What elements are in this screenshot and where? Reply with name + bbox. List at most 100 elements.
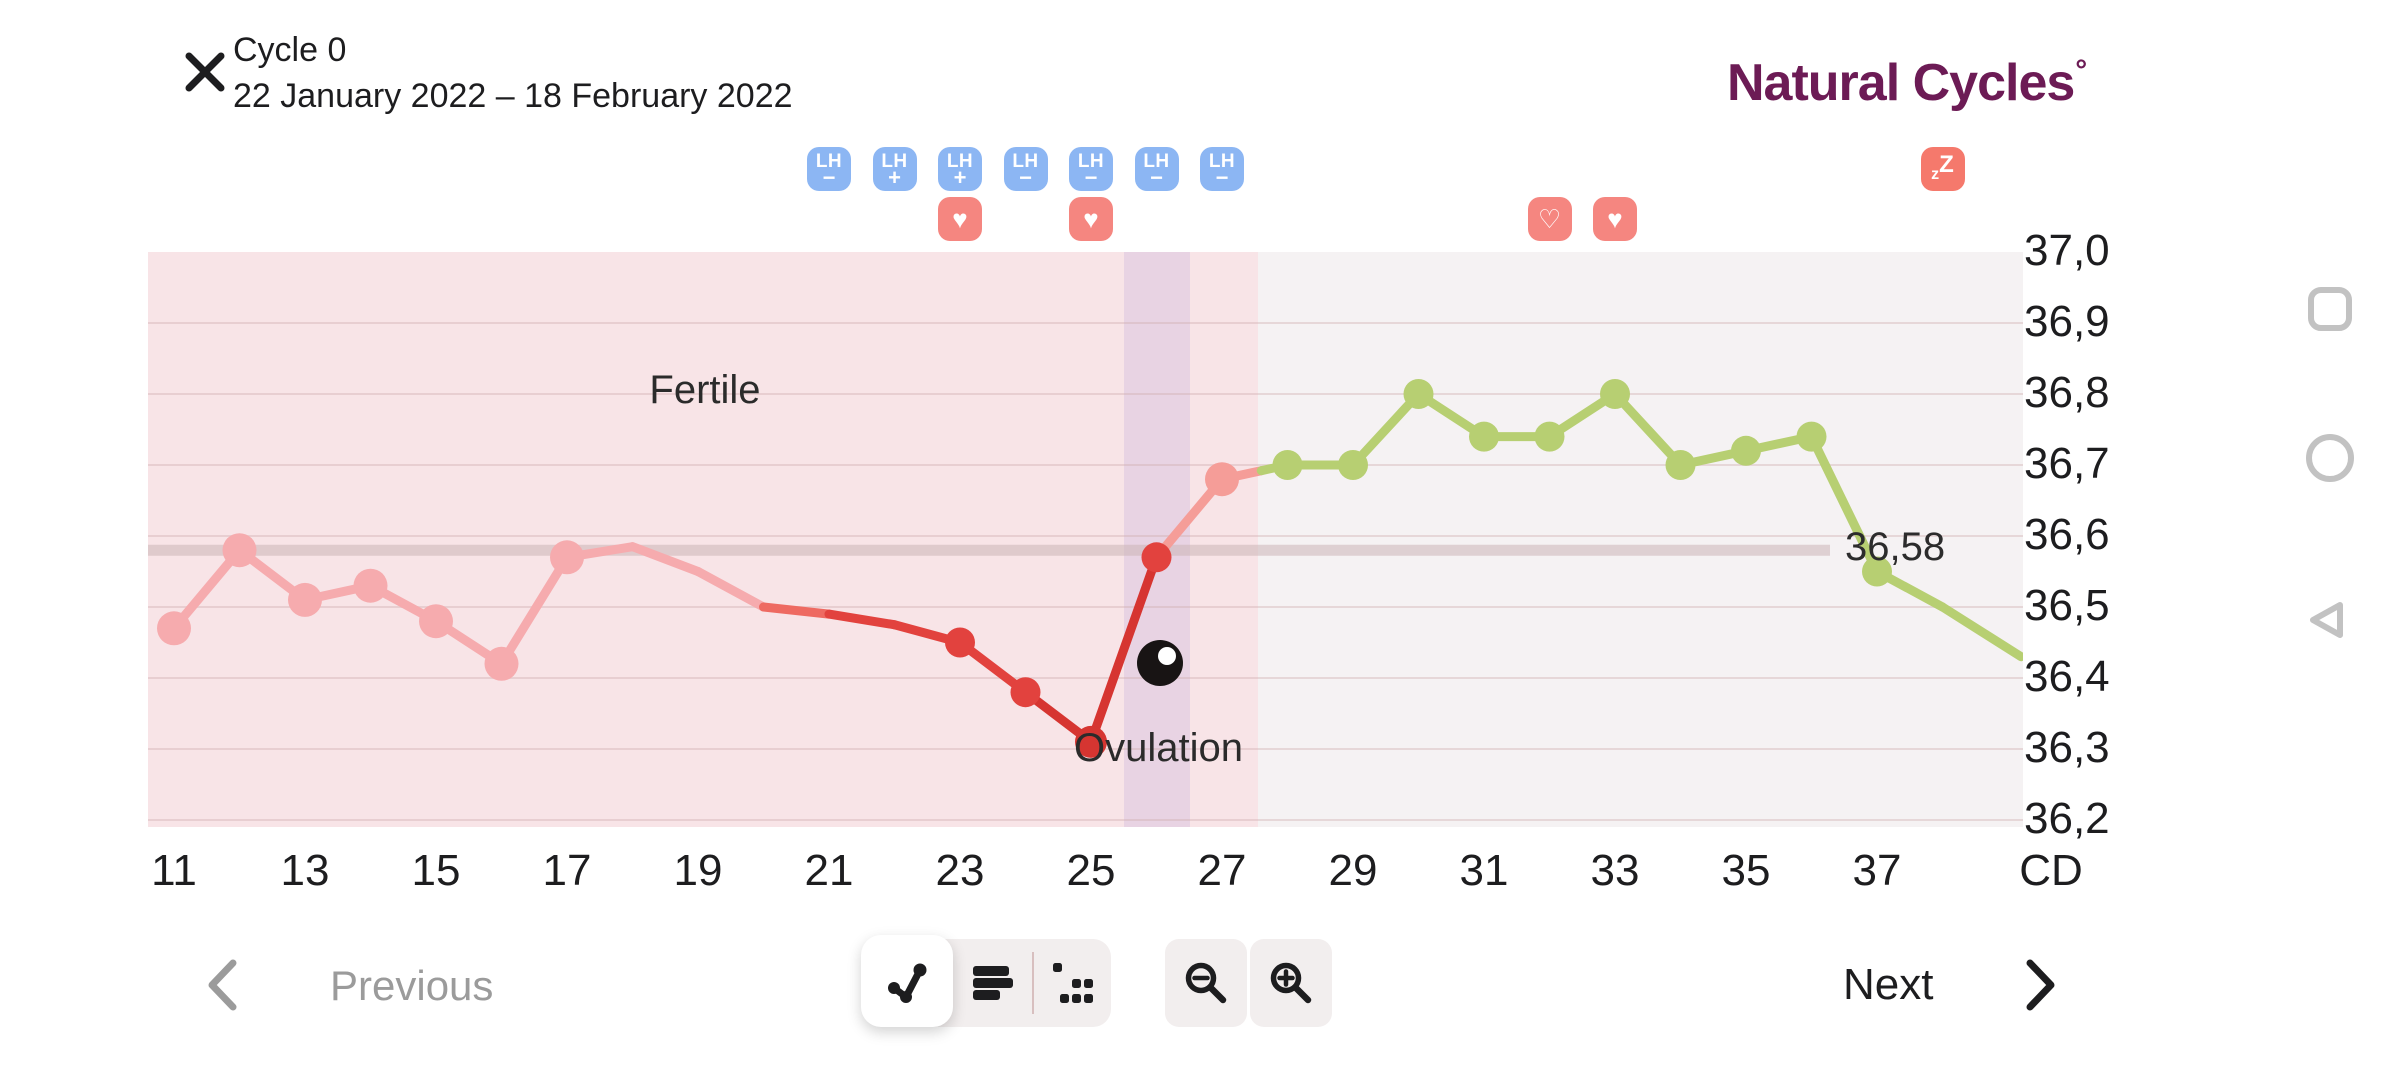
- intercourse-badge-day-32-outline[interactable]: ♡: [1527, 197, 1572, 241]
- temp-point-day-28[interactable]: [1272, 450, 1303, 480]
- line-chart-icon: [888, 963, 927, 1003]
- ovulation-egg-icon: [1137, 640, 1183, 686]
- fertile-label: Fertile: [649, 368, 761, 412]
- back-triangle-icon[interactable]: [2302, 596, 2350, 644]
- temp-segment: [759, 602, 834, 619]
- temp-point-day-35[interactable]: [1731, 435, 1761, 466]
- intercourse-badge-day-25-filled[interactable]: ♥: [1069, 197, 1113, 241]
- x-tick-33: 33: [1590, 846, 1640, 895]
- lh-test-badge-day-25-negative[interactable]: LH −: [1069, 147, 1113, 191]
- y-tick-36,9: 36,9: [2024, 297, 2110, 346]
- temp-point-day-31[interactable]: [1469, 421, 1499, 452]
- temp-point-day-30[interactable]: [1403, 379, 1434, 409]
- temp-segment: [497, 552, 572, 669]
- temp-segment: [824, 609, 899, 630]
- y-tick-36,4: 36,4: [2024, 652, 2110, 701]
- intercourse-badge-day-23-filled[interactable]: ♥: [938, 197, 982, 241]
- temp-point-day-25[interactable]: [1075, 725, 1107, 758]
- lh-test-badge-day-21-negative[interactable]: LH −: [807, 147, 851, 191]
- cycle-date-range: 22 January 2022 – 18 February 2022: [233, 77, 793, 115]
- close-icon[interactable]: [184, 51, 226, 93]
- temp-point-day-32[interactable]: [1534, 421, 1565, 452]
- temp-segment: [1348, 389, 1423, 470]
- next-chevron-icon[interactable]: [2022, 956, 2060, 1014]
- temp-point-day-13[interactable]: [288, 582, 322, 617]
- temp-point-day-16[interactable]: [484, 646, 519, 681]
- x-axis-unit-label: CD: [2019, 846, 2083, 895]
- temp-point-day-23[interactable]: [945, 627, 975, 658]
- dot-grid-icon: [1053, 963, 1093, 1003]
- x-tick-15: 15: [411, 846, 461, 895]
- lh-test-badge-day-23-positive[interactable]: LH +: [938, 147, 982, 191]
- y-tick-36,8: 36,8: [2024, 368, 2110, 417]
- temp-segment: [1610, 389, 1685, 470]
- temp-point-day-33[interactable]: [1600, 379, 1630, 409]
- temp-point-day-36[interactable]: [1796, 421, 1827, 452]
- logo-degree-mark: °: [2075, 54, 2087, 87]
- y-tick-36,7: 36,7: [2024, 439, 2110, 488]
- zoom-in-icon: [1270, 962, 1312, 1004]
- y-tick-36,6: 36,6: [2024, 510, 2110, 559]
- x-tick-25: 25: [1066, 846, 1116, 895]
- x-tick-21: 21: [804, 846, 854, 895]
- x-tick-37: 37: [1852, 846, 1902, 895]
- temp-point-day-27[interactable]: [1205, 462, 1239, 497]
- x-tick-17: 17: [542, 846, 592, 895]
- ovulation-label: Ovulation: [1074, 726, 1243, 770]
- zoom-in-button[interactable]: [1250, 939, 1332, 1027]
- previous-button[interactable]: Previous: [330, 962, 494, 1009]
- temp-segment: [628, 542, 703, 576]
- y-tick-36,5: 36,5: [2024, 581, 2110, 630]
- natural-cycles-logo: Natural Cycles°: [1727, 53, 2087, 113]
- recents-square-icon[interactable]: [2306, 285, 2354, 333]
- x-tick-11: 11: [151, 846, 197, 895]
- view-mode-bars-button[interactable]: [963, 939, 1023, 1027]
- lh-test-badge-day-22-positive[interactable]: LH +: [872, 147, 917, 191]
- temp-point-day-11[interactable]: [157, 611, 191, 646]
- temp-point-day-17[interactable]: [550, 540, 584, 575]
- temp-segment: [1938, 602, 2023, 662]
- lh-test-badge-day-27-negative[interactable]: LH −: [1200, 147, 1244, 191]
- next-button[interactable]: Next: [1843, 960, 1934, 1009]
- x-tick-19: 19: [673, 846, 723, 895]
- previous-chevron-icon[interactable]: [203, 956, 241, 1014]
- x-tick-29: 29: [1328, 846, 1378, 895]
- temp-segment: [1086, 552, 1161, 747]
- x-tick-23: 23: [935, 846, 985, 895]
- y-tick-37,0: 37,0: [2024, 226, 2110, 275]
- view-mode-divider: [1032, 952, 1034, 1014]
- temp-point-day-15[interactable]: [419, 604, 453, 639]
- y-tick-36,2: 36,2: [2024, 794, 2110, 843]
- lh-test-badge-day-24-negative[interactable]: LH −: [1003, 147, 1048, 191]
- zoom-out-button[interactable]: [1165, 939, 1247, 1027]
- page-title: Cycle 0: [233, 31, 347, 69]
- view-mode-line-button[interactable]: [861, 935, 953, 1027]
- temp-point-day-34[interactable]: [1665, 450, 1696, 480]
- home-circle-icon[interactable]: [2304, 432, 2356, 484]
- intercourse-badge-day-33-filled[interactable]: ♥: [1593, 197, 1637, 241]
- cover-line-value: 36,58: [1845, 525, 1946, 569]
- temp-segment: [1807, 432, 1882, 576]
- temp-point-day-37[interactable]: [1862, 556, 1892, 587]
- x-tick-31: 31: [1459, 846, 1509, 895]
- temp-point-day-14[interactable]: [353, 568, 388, 603]
- bar-list-icon: [973, 966, 1013, 1000]
- lh-test-badge-day-26-negative[interactable]: LH −: [1134, 147, 1179, 191]
- zoom-out-icon: [1185, 962, 1227, 1004]
- x-tick-13: 13: [280, 846, 330, 895]
- y-tick-36,3: 36,3: [2024, 723, 2110, 772]
- temp-point-day-12[interactable]: [222, 533, 257, 568]
- temp-point-day-24[interactable]: [1010, 677, 1041, 708]
- x-tick-27: 27: [1197, 846, 1247, 895]
- post-ovulation-region: [1258, 252, 2023, 827]
- logo-text: Natural Cycles: [1727, 54, 2075, 112]
- temp-point-day-29[interactable]: [1338, 450, 1368, 480]
- view-mode-dots-button[interactable]: [1043, 939, 1103, 1027]
- temp-point-day-26[interactable]: [1141, 542, 1172, 573]
- x-tick-35: 35: [1721, 846, 1771, 895]
- ovulation-day-band: [1124, 252, 1190, 827]
- temp-segment: [693, 567, 768, 612]
- temperature-plot[interactable]: [148, 252, 2023, 827]
